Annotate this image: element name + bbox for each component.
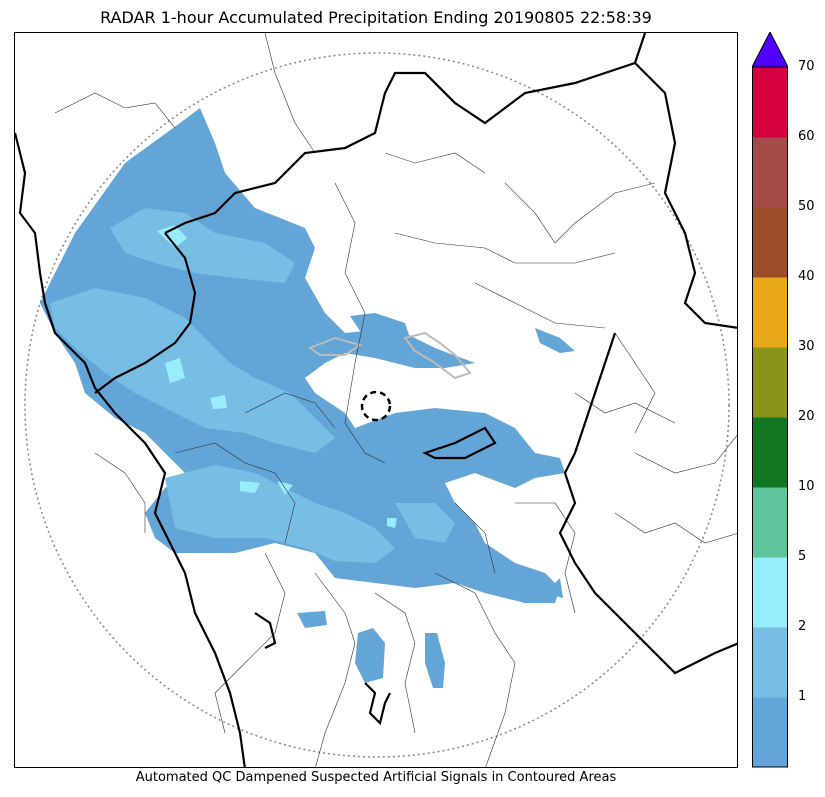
colorbar-tick-label: 60 [798, 129, 815, 144]
colorbar-tick-label: 40 [798, 269, 815, 284]
colorbar-tick-label: 50 [798, 199, 815, 214]
colorbar-swatch [752, 487, 788, 558]
colorbar-swatch [752, 137, 788, 208]
state-boundaries [15, 33, 737, 767]
colorbar-tick-label: 20 [798, 409, 815, 424]
colorbar-tick-label: 30 [798, 339, 815, 354]
colorbar-swatch [752, 627, 788, 698]
colorbar-extend-arrow [752, 32, 788, 68]
colorbar-tick-label: 5 [798, 549, 807, 564]
radar-site-marker [360, 390, 392, 422]
colorbar-swatch [752, 67, 788, 138]
precipitation-medium [50, 208, 455, 563]
colorbar-tick-label: 10 [798, 479, 815, 494]
radar-map [14, 32, 738, 768]
colorbar-tick-label: 1 [798, 689, 807, 704]
colorbar-swatch [752, 417, 788, 488]
colorbar-swatch [752, 557, 788, 628]
colorbar-swatch [752, 697, 788, 768]
qc-contour [307, 331, 472, 380]
map-title: RADAR 1-hour Accumulated Precipitation E… [100, 8, 652, 27]
colorbar-tick-label: 2 [798, 619, 807, 634]
district-boundaries [54, 33, 737, 767]
radar-range-ring [24, 52, 730, 758]
colorbar-swatch [752, 347, 788, 418]
precipitation-light [40, 108, 575, 688]
precipitation-colorbar [752, 32, 788, 768]
precipitation-heavy [157, 225, 397, 528]
colorbar-tick-label: 70 [798, 59, 815, 74]
colorbar-swatch [752, 277, 788, 348]
colorbar-swatch [752, 207, 788, 278]
qc-footnote: Automated QC Dampened Suspected Artifici… [135, 770, 617, 785]
